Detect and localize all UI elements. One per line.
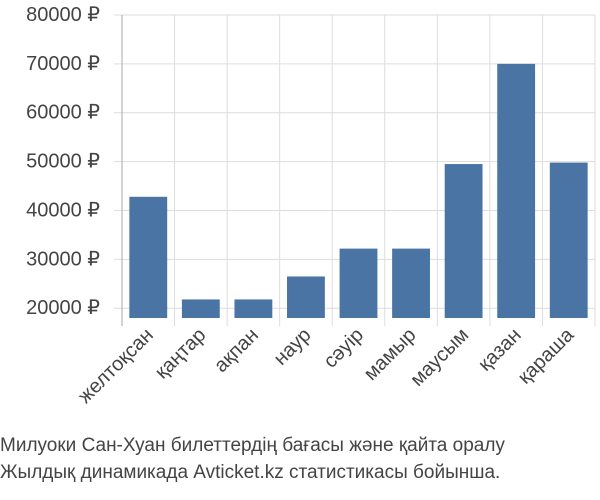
x-tick-label: сәуір <box>319 324 368 373</box>
x-tick-label: желтоқсан <box>74 324 158 408</box>
caption-line-1: Милуоки Сан-Хуан билеттердің бағасы және… <box>0 435 505 456</box>
bar <box>339 248 378 318</box>
bar <box>234 299 273 318</box>
bar-chart: 20000 ₽ 30000 ₽ 40000 ₽ 50000 ₽ 60000 ₽ 70000… <box>26 4 596 408</box>
x-tick-label: қаңтар <box>151 324 210 383</box>
y-tick-label: 30000 ₽ <box>26 248 100 270</box>
y-tick-labels: 20000 ₽ 30000 ₽ 40000 ₽ 50000 ₽ 60000 ₽ 70000… <box>26 4 100 319</box>
bar <box>549 162 588 318</box>
bar <box>392 248 430 318</box>
bars <box>129 63 588 318</box>
caption-line-2: Жылдық динамикада Avticket.kz статистика… <box>0 462 501 483</box>
bar <box>444 164 483 318</box>
x-tick-label: қараша <box>514 323 579 388</box>
x-tick-label: ақпан <box>210 324 263 377</box>
y-tick-label: 60000 ₽ <box>26 102 100 124</box>
bar <box>497 63 536 318</box>
bar <box>129 196 168 318</box>
grid-lines <box>114 14 596 326</box>
y-tick-label: 80000 ₽ <box>26 4 100 26</box>
bar <box>287 276 325 318</box>
bar <box>181 299 220 318</box>
y-tick-label: 40000 ₽ <box>26 199 100 221</box>
y-tick-label: 20000 ₽ <box>26 297 100 319</box>
y-tick-label: 50000 ₽ <box>26 151 100 173</box>
x-tick-label: маусым <box>406 324 473 391</box>
x-tick-label: наур <box>270 324 316 370</box>
y-tick-label: 70000 ₽ <box>26 53 100 75</box>
